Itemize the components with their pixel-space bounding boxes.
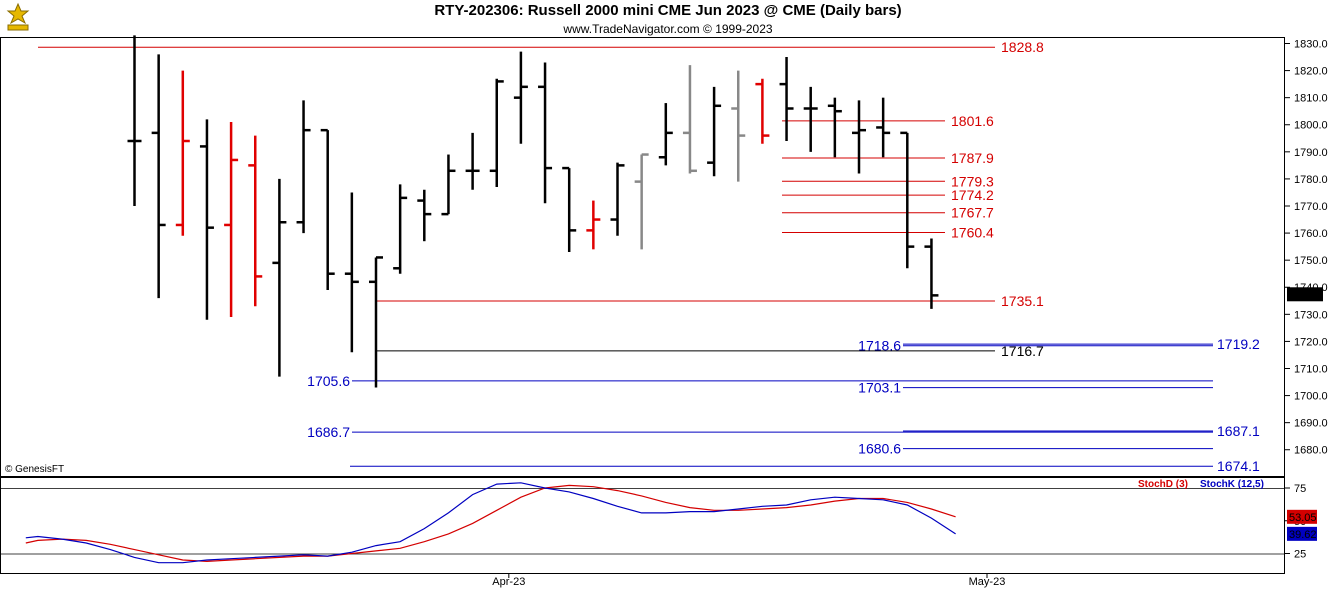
stoch-series-line — [25, 484, 956, 563]
stoch-legend: StochD (3) StochK (12,5) — [1138, 479, 1264, 490]
ohlc-bar — [562, 166, 577, 253]
price-level-label: 1716.7 — [1001, 343, 1044, 359]
price-level-label: 1705.6 — [307, 373, 350, 389]
brand-credit: © GenesisFT — [5, 464, 64, 475]
chart-subtitle: www.TradeNavigator.com © 1999-2023 — [563, 22, 773, 36]
ohlc-bar — [610, 162, 625, 236]
ohlc-bar — [755, 78, 770, 144]
price-tick-label: 1820.0 — [1294, 66, 1328, 78]
ohlc-bar — [731, 70, 746, 182]
ohlc-bar — [248, 135, 263, 307]
ohlc-bar — [344, 192, 359, 353]
ohlc-bar — [393, 184, 408, 274]
ohlc-bar — [779, 57, 794, 141]
ohlc-bar — [658, 103, 673, 166]
price-tick-label: 1780.0 — [1294, 174, 1328, 186]
last-price-label: 1737.4 — [1289, 289, 1323, 301]
price-y-ticks: 1680.01690.01700.01710.01720.01730.01740… — [1285, 39, 1328, 457]
ohlc-bar — [489, 78, 504, 188]
price-level-label: 1718.6 — [858, 338, 901, 354]
price-level-label: 1774.2 — [951, 187, 994, 203]
ohlc-bar — [852, 100, 866, 174]
ohlc-bar — [417, 189, 432, 242]
ohlc-bar — [924, 238, 939, 309]
stoch-tick-label: 75 — [1294, 483, 1306, 495]
stoch-lines — [25, 482, 956, 564]
price-level-label: 1703.1 — [858, 380, 901, 396]
price-tick-label: 1750.0 — [1294, 255, 1328, 267]
ohlc-bar — [151, 54, 166, 299]
price-level-label: 1828.8 — [1001, 39, 1044, 55]
stoch-series-line — [25, 482, 956, 564]
brand-logo-icon — [6, 2, 30, 31]
price-tick-label: 1700.0 — [1294, 391, 1328, 403]
price-level-label: 1719.2 — [1217, 336, 1260, 352]
ohlc-bar — [369, 256, 383, 388]
ohlc-bar — [586, 200, 601, 250]
price-tick-label: 1720.0 — [1294, 336, 1328, 348]
ohlc-bars — [127, 35, 939, 388]
stoch-panel-frame — [0, 477, 1285, 574]
price-level-label: 1767.7 — [951, 205, 994, 221]
ohlc-bar — [175, 70, 190, 236]
ohlc-bar — [224, 122, 239, 318]
price-level-label: 1735.1 — [1001, 293, 1044, 309]
x-tick-label: Apr-23 — [492, 576, 525, 588]
ohlc-bar — [538, 62, 553, 204]
chart-title: RTY-202306: Russell 2000 mini CME Jun 20… — [434, 2, 902, 19]
stoch-panel: 255075 — [0, 477, 1306, 574]
price-panel-frame — [0, 37, 1285, 477]
price-tick-label: 1770.0 — [1294, 201, 1328, 213]
price-panel: 1680.01690.01700.01710.01720.01730.01740… — [0, 35, 1328, 477]
ohlc-bar — [272, 178, 287, 377]
last-price-box — [1287, 287, 1323, 302]
ohlc-bar — [707, 86, 722, 177]
ohlc-bar — [199, 119, 214, 320]
price-tick-label: 1810.0 — [1294, 93, 1328, 105]
ohlc-bar — [513, 51, 528, 144]
ohlc-bar — [900, 131, 915, 269]
stoch-last-box — [1287, 526, 1317, 541]
price-tick-label: 1790.0 — [1294, 147, 1328, 159]
ohlc-bar — [803, 86, 818, 152]
price-level-label: 1787.9 — [951, 150, 994, 166]
stoch-legend-d: StochD (3) — [1138, 479, 1188, 490]
ohlc-bar — [634, 153, 649, 250]
last-value-labels: 1737.4 53.05 39.62 — [1287, 287, 1323, 541]
price-level-label: 1760.4 — [951, 224, 994, 240]
price-level-label: 1686.7 — [307, 424, 350, 440]
price-tick-label: 1710.0 — [1294, 363, 1328, 375]
ohlc-bar — [320, 128, 335, 290]
price-level-label: 1674.1 — [1217, 458, 1260, 474]
price-tick-label: 1760.0 — [1294, 228, 1328, 240]
stoch-last-label: 39.62 — [1289, 529, 1317, 541]
price-tick-label: 1690.0 — [1294, 418, 1328, 430]
ohlc-bar — [296, 100, 311, 234]
x-axis: Apr-23 May-23 — [0, 573, 1285, 588]
stoch-last-box — [1287, 509, 1317, 524]
ohlc-bar — [682, 65, 697, 174]
stoch-legend-k: StochK (12,5) — [1200, 479, 1264, 490]
ohlc-bar — [127, 35, 142, 206]
stoch-tick-label: 25 — [1294, 549, 1306, 561]
price-level-label: 1687.1 — [1217, 423, 1260, 439]
price-tick-label: 1680.0 — [1294, 445, 1328, 457]
price-level-label: 1680.6 — [858, 441, 901, 457]
stoch-last-label: 53.05 — [1289, 512, 1317, 524]
price-tick-label: 1830.0 — [1294, 39, 1328, 51]
price-level-label: 1801.6 — [951, 113, 994, 129]
price-tick-label: 1800.0 — [1294, 120, 1328, 132]
price-tick-label: 1730.0 — [1294, 309, 1328, 321]
x-tick-label: May-23 — [969, 576, 1006, 588]
ohlc-bar — [465, 132, 480, 190]
price-level-label: 1779.3 — [951, 173, 994, 189]
ohlc-bar — [876, 97, 891, 158]
ohlc-bar — [827, 97, 842, 158]
ohlc-bar — [441, 154, 456, 216]
